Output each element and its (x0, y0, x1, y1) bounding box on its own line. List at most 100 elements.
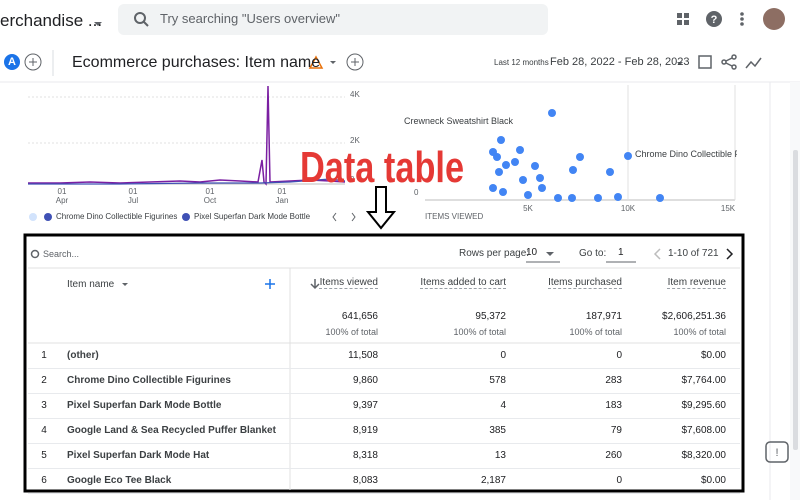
row-value: 385 (489, 425, 506, 436)
line-y-label: 0 (350, 175, 355, 184)
search-icon-handle (143, 21, 149, 27)
row-value: 8,318 (352, 450, 378, 461)
line-y-label: 4K (350, 90, 360, 99)
line-x-month: Oct (203, 196, 217, 205)
row-value: 11,508 (348, 350, 378, 361)
rows-dropdown[interactable] (546, 252, 554, 256)
next-page[interactable] (726, 248, 734, 260)
rows-per-page[interactable]: 10 (526, 247, 538, 258)
row-value: $7,608.00 (681, 425, 727, 436)
account-avatar[interactable] (763, 8, 785, 30)
rows-per-page-label: Rows per page: (459, 248, 530, 259)
row-divider (28, 493, 740, 494)
row-item-name: Google Eco Tee Black (67, 475, 172, 486)
row-value: 0 (616, 350, 622, 361)
plus-glyph (29, 58, 37, 66)
warning-icon[interactable] (308, 55, 324, 69)
legend-swatch (182, 213, 190, 221)
table-search-icon (30, 249, 40, 259)
annotation-arrow (365, 186, 397, 230)
column-header[interactable]: Items viewed (319, 277, 378, 288)
scatter-axis-title: ITEMS VIEWED (425, 212, 484, 221)
annotation-text: Data table (300, 143, 465, 192)
more-icon[interactable] (740, 12, 744, 26)
date-range[interactable]: Feb 28, 2022 - Feb 28, 2023 (550, 56, 690, 68)
row-item-name: (other) (67, 350, 99, 361)
row-index: 2 (41, 375, 47, 386)
row-value: 79 (610, 425, 622, 436)
line-x-day: 01 (277, 187, 287, 196)
pagination: 1-10 of 721 (668, 248, 719, 259)
row-value: $0.00 (700, 475, 726, 486)
property-name[interactable]: erchandise ... (0, 11, 103, 30)
line-series (28, 178, 346, 185)
column-header[interactable]: Items purchased (548, 277, 622, 288)
legend-pager[interactable] (332, 212, 356, 222)
total-note: 100% of total (673, 327, 726, 337)
scatter-points (489, 109, 664, 202)
property-dropdown[interactable] (94, 22, 102, 26)
row-index: 4 (41, 425, 47, 436)
line-x-month: Jan (275, 196, 289, 205)
help-glyph: ? (711, 14, 718, 26)
column-total: $2,606,251.36 (662, 311, 726, 322)
go-to-label: Go to: (579, 248, 607, 259)
annotation-box (23, 233, 745, 493)
row-value: $8,320.00 (681, 450, 727, 461)
scatter-y-label: 0 (414, 188, 419, 197)
row-index: 3 (41, 400, 47, 411)
column-header[interactable]: Item revenue (667, 277, 726, 288)
row-value: $9,295.60 (681, 400, 727, 411)
title-dropdown[interactable] (330, 61, 336, 64)
row-item-name: Pixel Superfan Dark Mode Bottle (67, 400, 222, 411)
line-x-month: Apr (55, 196, 69, 205)
row-value: 0 (500, 350, 506, 361)
search-box[interactable] (118, 4, 548, 35)
row-item-name: Google Land & Sea Recycled Puffer Blanke… (67, 425, 276, 436)
column-total: 187,971 (585, 311, 622, 322)
go-to-input[interactable]: 1 (618, 247, 624, 258)
sort-icon[interactable] (310, 279, 320, 290)
add-comparison[interactable] (24, 53, 42, 71)
legend-swatch (44, 213, 52, 221)
column-header[interactable]: Item name (67, 279, 115, 290)
row-index: 6 (41, 475, 47, 486)
add-dimension[interactable] (265, 279, 275, 289)
row-value: 8,083 (352, 475, 378, 486)
plus-glyph (351, 58, 359, 66)
row-value: 2,187 (480, 475, 506, 486)
column-header[interactable]: Items added to cart (420, 277, 506, 288)
table-search[interactable]: Search... (43, 249, 80, 259)
scrollbar-thumb[interactable] (793, 150, 798, 450)
legend-label[interactable]: Pixel Superfan Dark Mode Bottle (194, 212, 311, 221)
total-note: 100% of total (569, 327, 622, 337)
row-value: 283 (605, 375, 622, 386)
share-icon[interactable] (721, 54, 737, 70)
scatter-point-label: Chrome Dino Collectible Fi (635, 150, 737, 159)
prev-page[interactable] (653, 248, 661, 260)
add-title[interactable] (346, 53, 364, 71)
row-value: 8,919 (352, 425, 378, 436)
report-title: Ecommerce purchases: Item name (72, 54, 321, 71)
feedback-icon[interactable] (765, 441, 789, 463)
scatter-x-label: 15K (720, 204, 736, 213)
row-value: 260 (605, 450, 622, 461)
apps-icon[interactable] (677, 13, 689, 25)
insights-icon[interactable] (745, 57, 762, 69)
legend-label[interactable]: Chrome Dino Collectible Figurines (56, 212, 178, 221)
column-total: 95,372 (475, 311, 506, 322)
row-value: 183 (605, 400, 622, 411)
search-placeholder[interactable]: Try searching "Users overview" (160, 11, 340, 26)
dimension-dropdown[interactable] (122, 283, 128, 286)
help-icon[interactable] (706, 11, 722, 27)
row-index: 5 (41, 450, 47, 461)
legend-swatch (29, 213, 37, 221)
segment-letter: A (8, 56, 16, 68)
segment-badge[interactable] (4, 54, 20, 70)
scatter-point-label: Crewneck Sweatshirt Black (404, 116, 514, 126)
row-value: 9,397 (352, 400, 378, 411)
date-dropdown[interactable] (677, 62, 683, 65)
row-item-name: Chrome Dino Collectible Figurines (67, 375, 231, 386)
customize-icon[interactable] (698, 55, 712, 69)
